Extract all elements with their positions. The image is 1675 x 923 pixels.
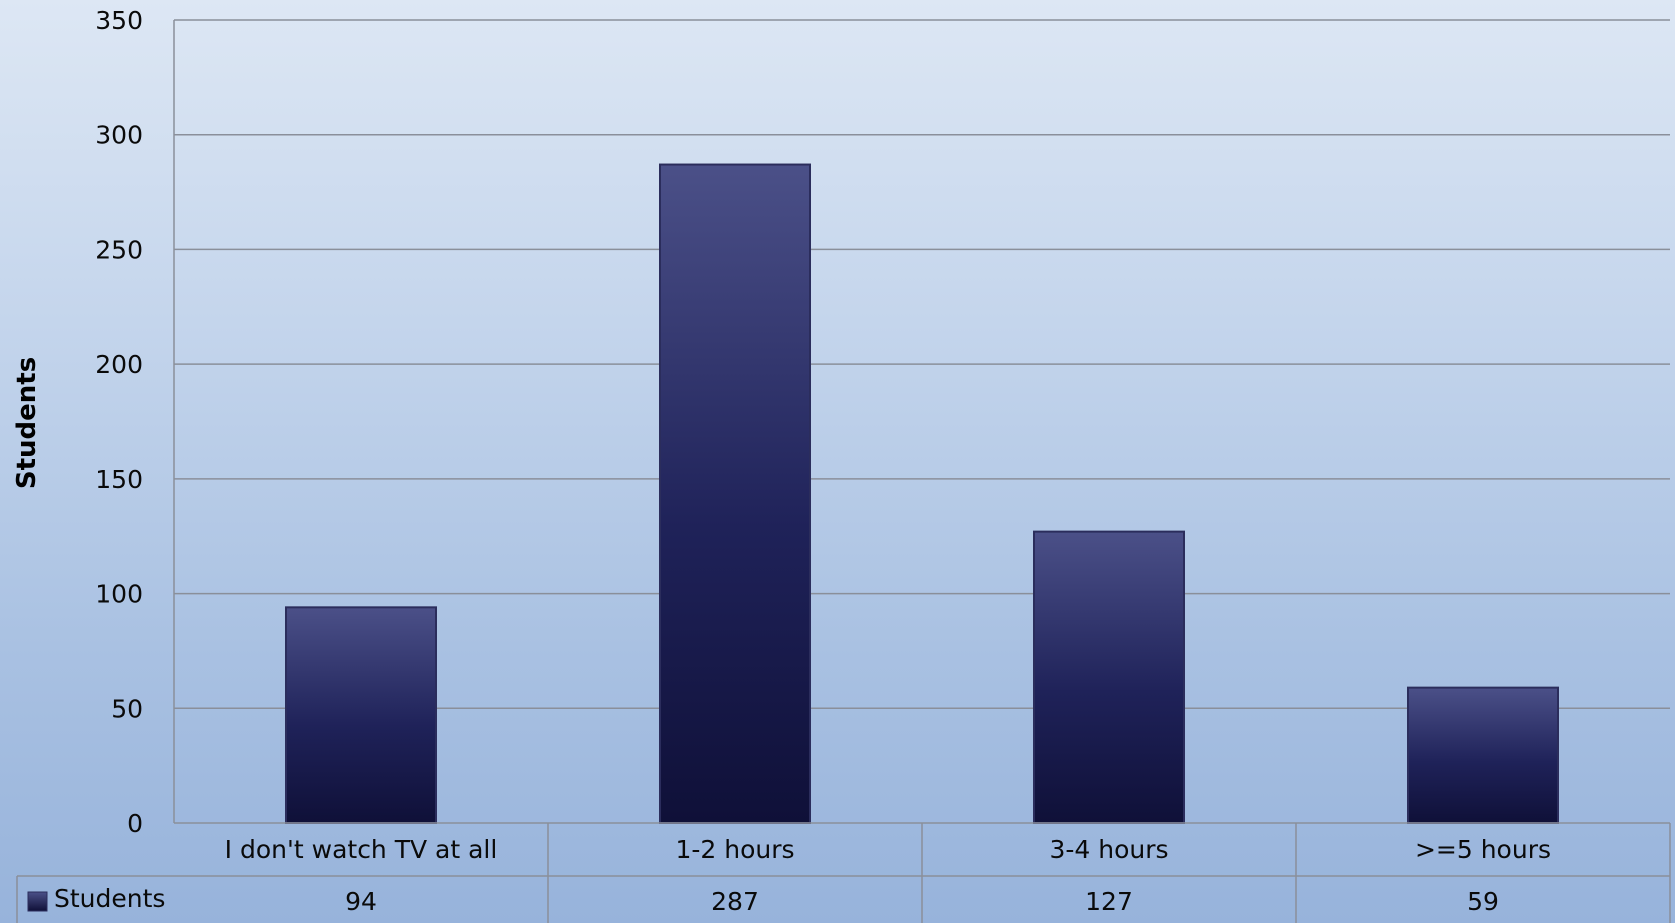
data-table: I don't watch TV at all 94 1-2 hours 287 3-4… — [16, 822, 1671, 923]
y-tick-label: 0 — [127, 809, 143, 838]
y-tick-label: 150 — [95, 465, 143, 494]
bar — [659, 163, 811, 825]
y-tick-label: 350 — [95, 6, 143, 35]
data-table-value: 127 — [1085, 887, 1133, 916]
y-axis-ticks: 0 50 100 150 200 250 300 350 — [95, 6, 143, 838]
y-axis-title: Students — [12, 357, 42, 489]
y-tick-label: 300 — [95, 121, 143, 150]
data-table-value: 287 — [711, 887, 759, 916]
bars — [285, 163, 1559, 825]
y-tick-label: 250 — [95, 235, 143, 264]
bar — [285, 606, 437, 825]
y-tick-label: 50 — [111, 694, 143, 723]
legend-series-name: Students — [54, 884, 165, 913]
x-category-label: 3-4 hours — [1049, 835, 1168, 864]
x-category-label: >=5 hours — [1415, 835, 1551, 864]
data-table-value: 59 — [1467, 887, 1499, 916]
y-tick-label: 100 — [95, 580, 143, 609]
data-table-value: 94 — [345, 887, 377, 916]
y-tick-label: 200 — [95, 350, 143, 379]
legend-swatch — [27, 891, 48, 912]
x-category-label: 1-2 hours — [675, 835, 794, 864]
x-category-label: I don't watch TV at all — [225, 835, 498, 864]
bar — [1407, 686, 1559, 824]
gridlines — [174, 19, 1670, 710]
bar — [1033, 530, 1185, 825]
